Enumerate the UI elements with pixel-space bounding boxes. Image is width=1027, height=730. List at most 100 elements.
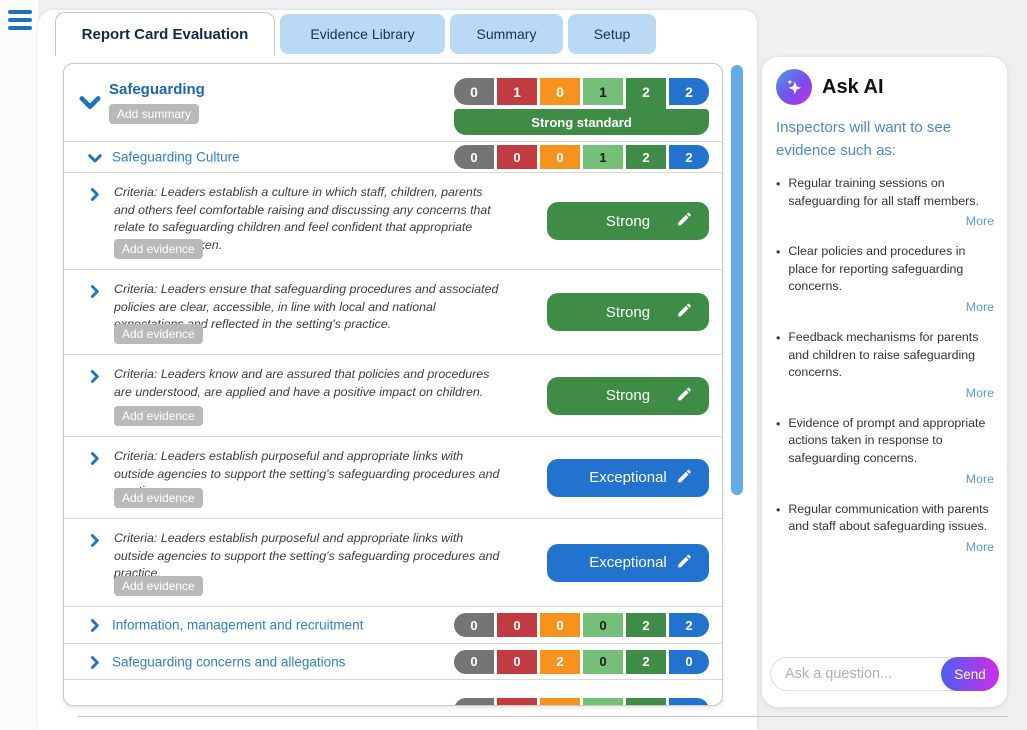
- section-score-group: 0 0 0 0 1 0: [454, 698, 709, 705]
- criteria-row: Criteria: Leaders know and are assured t…: [64, 355, 722, 437]
- score-badge-grey: 0: [454, 613, 494, 637]
- ask-question-bar: Send: [770, 657, 999, 691]
- sparkle-ai-icon: [776, 69, 812, 105]
- chevron-down-icon[interactable]: [86, 149, 104, 167]
- scrollbar-thumb[interactable]: [731, 65, 743, 495]
- evidence-text: Regular training sessions on safeguardin…: [788, 176, 979, 208]
- main-panel: Report Card Evaluation Evidence Library …: [38, 10, 757, 730]
- pencil-icon: [676, 211, 693, 232]
- more-link[interactable]: More: [965, 539, 994, 554]
- subsection-title[interactable]: Safeguarding Culture: [112, 149, 240, 165]
- section-row-information-management: Information, management and recruitment …: [64, 607, 722, 644]
- list-item: • Feedback mechanisms for parents and chi…: [776, 329, 994, 402]
- rating-button[interactable]: Exceptional: [547, 543, 709, 582]
- add-evidence-button[interactable]: Add evidence: [114, 576, 203, 596]
- add-evidence-button[interactable]: Add evidence: [114, 239, 203, 259]
- score-badge-grey: 0: [454, 78, 494, 105]
- criteria-text: Criteria: Leaders know and are assured t…: [114, 367, 490, 399]
- score-badge-grey: 0: [454, 649, 494, 674]
- chevron-right-icon[interactable]: [86, 283, 103, 300]
- ask-ai-title: Ask AI: [822, 75, 884, 98]
- chevron-right-icon[interactable]: [86, 532, 103, 549]
- score-badge-darkgreen: 2: [626, 649, 666, 674]
- ask-ai-panel: Ask AI Inspectors will want to see evide…: [762, 57, 1007, 707]
- score-badge-red: 0: [497, 698, 537, 705]
- more-link[interactable]: More: [965, 214, 994, 229]
- bullet-icon: •: [776, 245, 781, 260]
- criteria-row: Criteria: Leaders establish purposeful a…: [64, 519, 722, 607]
- standard-bar: Strong standard: [454, 109, 709, 135]
- list-item: • Clear policies and procedures in place …: [776, 243, 994, 316]
- score-badge-lightgreen: 1: [583, 145, 623, 169]
- score-badge-darkgreen: 2: [626, 145, 666, 169]
- section-row-safeguarding: Safeguarding Add summary 0 1 0 1 2 2 Str…: [64, 64, 722, 142]
- bullet-icon: •: [776, 416, 781, 431]
- section-title[interactable]: Safeguarding: [109, 81, 205, 98]
- rating-button[interactable]: Strong: [547, 376, 709, 415]
- more-link[interactable]: More: [965, 471, 994, 486]
- tab-summary[interactable]: Summary: [450, 14, 563, 54]
- list-item: • Evidence of prompt and appropriate acti…: [776, 415, 994, 488]
- ai-evidence-list: • Regular training sessions on safeguardi…: [776, 175, 994, 569]
- hamburger-menu-icon[interactable]: [8, 10, 32, 32]
- chevron-down-icon[interactable]: [76, 88, 104, 116]
- section-row-partial: 0 0 0 0 1 0: [64, 680, 722, 705]
- add-summary-button[interactable]: Add summary: [109, 104, 200, 124]
- tab-setup[interactable]: Setup: [568, 14, 656, 54]
- score-badge-lightgreen: 0: [583, 613, 623, 637]
- page-divider: [78, 716, 1008, 717]
- score-badge-orange: 0: [540, 698, 580, 705]
- subsection-score-group: 0 0 0 1 2 2: [454, 145, 709, 169]
- score-badge-blue: 0: [669, 698, 709, 705]
- add-evidence-button[interactable]: Add evidence: [114, 406, 203, 426]
- rating-button[interactable]: Strong: [547, 293, 709, 331]
- score-badge-red: 0: [497, 613, 537, 637]
- chevron-right-icon[interactable]: [86, 186, 103, 203]
- score-badge-red: 1: [497, 78, 537, 105]
- score-badge-red: 0: [497, 145, 537, 169]
- criteria-row: Criteria: Leaders establish purposeful a…: [64, 437, 722, 519]
- tab-report-card-evaluation[interactable]: Report Card Evaluation: [55, 12, 275, 56]
- score-badge-blue: 2: [669, 145, 709, 169]
- score-badge-orange: 2: [540, 649, 580, 674]
- pencil-icon: [676, 552, 693, 573]
- score-badge-grey: 0: [454, 698, 494, 705]
- more-link[interactable]: More: [965, 385, 994, 400]
- evidence-text: Feedback mechanisms for parents and chil…: [788, 330, 979, 380]
- criteria-text: Criteria: Leaders establish purposeful a…: [114, 531, 500, 581]
- bullet-icon: •: [776, 177, 781, 191]
- report-card-table: Safeguarding Add summary 0 1 0 1 2 2 Str…: [63, 63, 723, 706]
- chevron-right-icon[interactable]: [86, 368, 103, 385]
- chevron-right-icon[interactable]: [86, 654, 103, 671]
- more-link[interactable]: More: [965, 300, 994, 315]
- rating-label: Strong: [605, 212, 651, 230]
- bullet-icon: •: [776, 502, 781, 517]
- pencil-icon: [676, 302, 693, 323]
- add-evidence-button[interactable]: Add evidence: [114, 488, 203, 508]
- score-badge-darkgreen: 2: [626, 78, 666, 110]
- tab-evidence-library[interactable]: Evidence Library: [280, 14, 445, 54]
- score-badge-lightgreen: 0: [583, 649, 623, 674]
- evidence-text: Evidence of prompt and appropriate actio…: [788, 415, 986, 466]
- score-badge-lightgreen: 0: [583, 698, 623, 705]
- score-badge-blue: 2: [669, 78, 709, 105]
- rating-label: Exceptional: [589, 554, 667, 571]
- rating-label: Exceptional: [589, 469, 667, 486]
- score-badge-lightgreen: 1: [583, 78, 623, 105]
- tab-label: Evidence Library: [310, 26, 415, 42]
- left-sidebar: [0, 0, 38, 730]
- tab-label: Summary: [476, 26, 537, 42]
- rating-button[interactable]: Exceptional: [547, 458, 709, 497]
- rating-button[interactable]: Strong: [547, 202, 709, 240]
- bullet-icon: •: [776, 331, 781, 346]
- add-evidence-button[interactable]: Add evidence: [114, 324, 203, 344]
- score-badge-blue: 2: [669, 613, 709, 637]
- section-title[interactable]: Information, management and recruitment: [112, 617, 364, 633]
- send-button[interactable]: Send: [941, 657, 999, 691]
- chevron-right-icon[interactable]: [86, 617, 103, 634]
- ai-evidence-heading: Inspectors will want to see evidence suc…: [776, 119, 952, 159]
- chevron-right-icon[interactable]: [86, 450, 103, 467]
- rating-label: Strong: [605, 387, 651, 404]
- section-title[interactable]: Safeguarding concerns and allegations: [112, 654, 346, 669]
- tab-label: Report Card Evaluation: [81, 26, 249, 43]
